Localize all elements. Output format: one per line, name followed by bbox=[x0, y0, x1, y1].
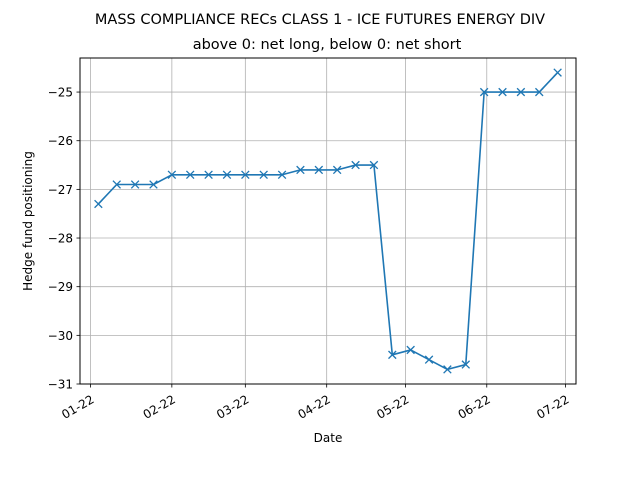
marker-stroke bbox=[149, 180, 158, 189]
data-point-marker bbox=[185, 170, 195, 180]
marker-stroke bbox=[130, 180, 140, 189]
data-point-marker bbox=[167, 170, 177, 180]
data-point-marker bbox=[277, 170, 287, 180]
data-point-marker bbox=[296, 165, 305, 175]
marker-stroke bbox=[553, 68, 562, 77]
data-point-marker bbox=[130, 180, 140, 189]
data-point-marker bbox=[406, 345, 415, 355]
marker-stroke bbox=[222, 170, 232, 180]
y-tick-label: −27 bbox=[48, 183, 73, 197]
data-point-marker bbox=[204, 170, 213, 180]
series-markers bbox=[94, 68, 562, 374]
marker-stroke bbox=[112, 180, 122, 189]
chart-title: MASS COMPLIANCE RECs CLASS 1 - ICE FUTUR… bbox=[95, 12, 545, 28]
data-point-marker bbox=[241, 170, 250, 180]
marker-stroke bbox=[406, 345, 415, 355]
data-point-marker bbox=[259, 170, 268, 180]
marker-stroke bbox=[424, 355, 434, 364]
y-tick-label: −25 bbox=[48, 86, 73, 100]
y-tick-label: −26 bbox=[48, 134, 73, 148]
marker-stroke bbox=[369, 160, 379, 170]
marker-stroke bbox=[388, 350, 397, 360]
data-point-marker bbox=[94, 199, 103, 209]
data-point-marker bbox=[424, 355, 434, 364]
marker-stroke bbox=[479, 87, 489, 97]
y-axis-ticks: −31 −30 −29 −28 −27 −26 −25 bbox=[48, 86, 80, 392]
marker-stroke bbox=[167, 170, 177, 180]
marker-stroke bbox=[185, 170, 195, 180]
marker-stroke bbox=[204, 170, 213, 180]
marker-stroke bbox=[296, 165, 305, 175]
marker-stroke bbox=[241, 170, 250, 180]
data-point-marker bbox=[314, 165, 324, 175]
data-point-marker bbox=[222, 170, 232, 180]
y-tick-label: −31 bbox=[48, 378, 73, 392]
marker-stroke bbox=[534, 87, 544, 97]
data-point-marker bbox=[461, 360, 471, 369]
plot-area-frame bbox=[79, 57, 577, 385]
y-tick-label: −28 bbox=[48, 232, 73, 246]
data-point-marker bbox=[534, 87, 544, 97]
data-point-marker bbox=[553, 68, 562, 77]
series-line bbox=[97, 72, 559, 371]
marker-stroke bbox=[351, 160, 360, 170]
y-tick-label: −29 bbox=[48, 280, 73, 294]
data-point-marker bbox=[388, 350, 397, 360]
data-point-marker bbox=[112, 180, 122, 189]
data-point-marker bbox=[369, 160, 379, 170]
marker-stroke bbox=[259, 170, 268, 180]
data-point-marker bbox=[443, 365, 452, 374]
x-axis-label: Date bbox=[314, 431, 343, 445]
y-tick-label: −30 bbox=[48, 329, 73, 343]
chart-subtitle: above 0: net long, below 0: net short bbox=[193, 37, 462, 53]
marker-stroke bbox=[277, 170, 287, 180]
data-point-marker bbox=[498, 87, 507, 97]
series-line-layer bbox=[97, 72, 559, 371]
y-axis-label: Hedge fund positioning bbox=[21, 151, 35, 291]
data-point-marker bbox=[332, 165, 342, 175]
data-point-marker bbox=[351, 160, 360, 170]
marker-stroke bbox=[498, 87, 507, 97]
data-point-marker bbox=[479, 87, 489, 97]
data-point-marker bbox=[149, 180, 158, 189]
marker-stroke bbox=[332, 165, 342, 175]
data-point-marker bbox=[516, 87, 526, 97]
marker-stroke bbox=[314, 165, 324, 175]
marker-stroke bbox=[461, 360, 471, 369]
marker-stroke bbox=[443, 365, 452, 374]
marker-stroke bbox=[516, 87, 526, 97]
marker-stroke bbox=[94, 199, 103, 209]
